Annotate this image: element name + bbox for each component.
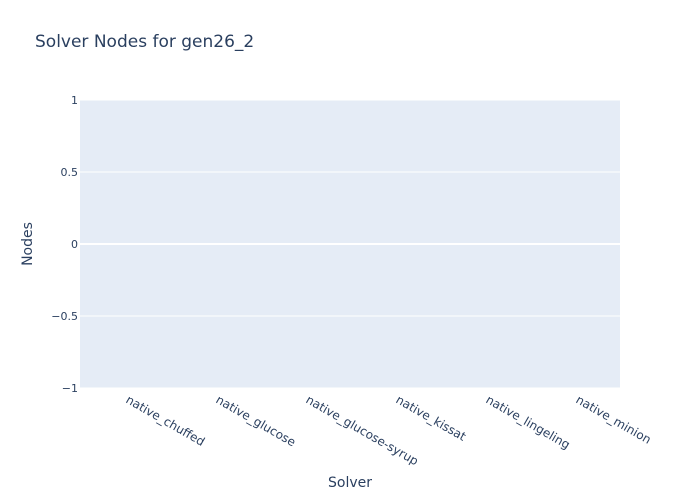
y-axis-ticks: 1 0.5 0 −0.5 −1 <box>51 94 78 395</box>
y-tick-label: 0.5 <box>61 166 79 179</box>
x-tick-label: native_minion <box>574 392 654 446</box>
y-tick-label: 1 <box>71 94 78 107</box>
grid-lines <box>80 99 620 389</box>
x-tick-label: native_glucose <box>214 392 299 449</box>
x-tick-label: native_chuffed <box>124 392 208 448</box>
y-tick-label: 0 <box>71 238 78 251</box>
y-tick-label: −0.5 <box>51 310 78 323</box>
x-axis-ticks: native_chuffed native_glucose native_gluco… <box>124 392 654 468</box>
y-tick-label: −1 <box>62 382 78 395</box>
x-axis-label: Solver <box>328 475 372 491</box>
chart-title: Solver Nodes for gen26_2 <box>35 32 255 52</box>
y-axis-label: Nodes <box>20 222 36 266</box>
x-tick-label: native_kissat <box>394 392 469 443</box>
x-tick-label: native_lingeling <box>484 392 573 451</box>
